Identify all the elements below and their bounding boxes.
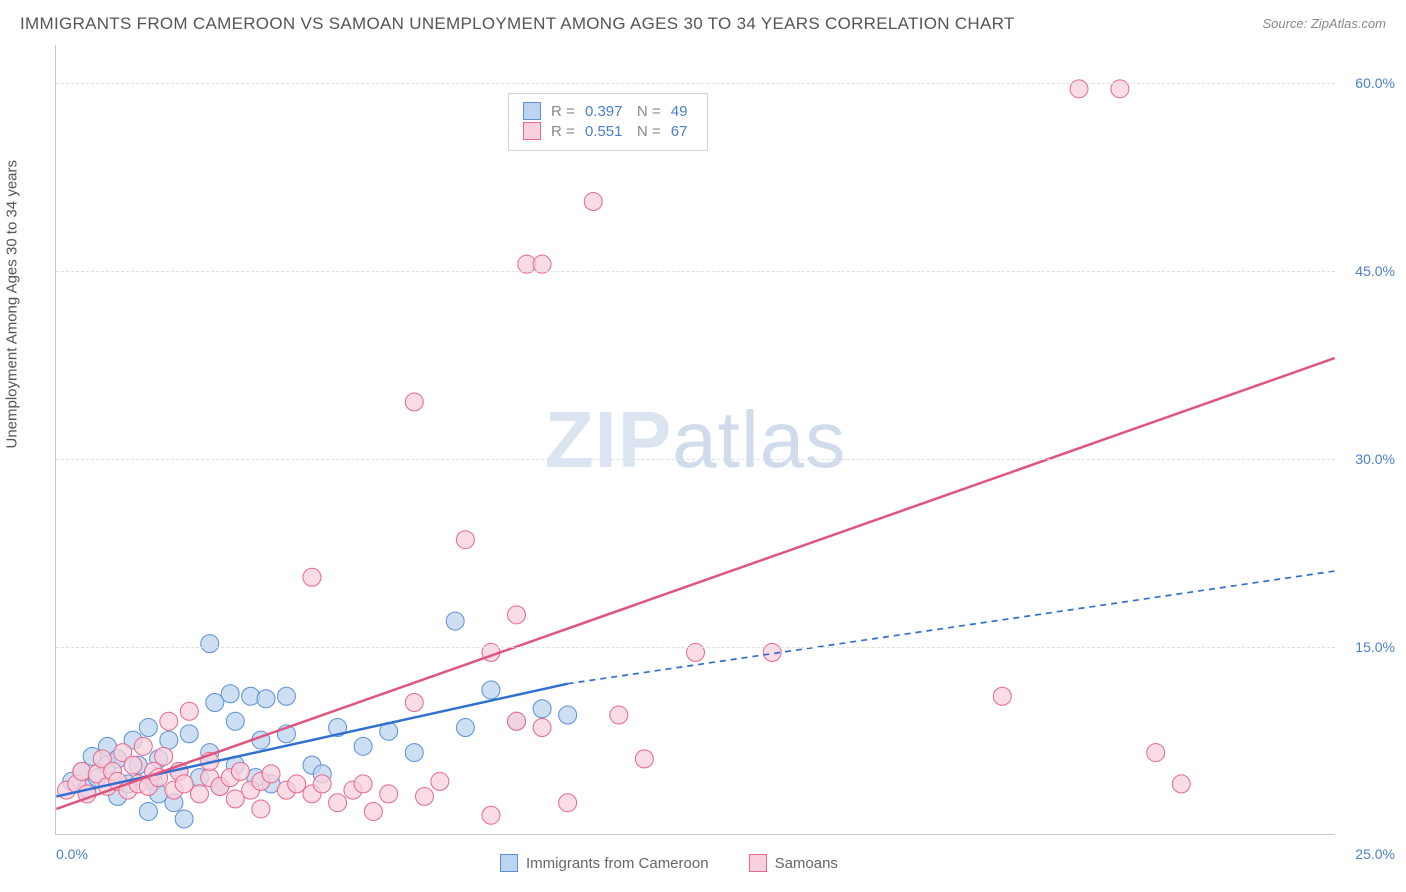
data-point [559, 794, 577, 812]
data-point [201, 635, 219, 653]
data-point [993, 687, 1011, 705]
x-tick-label: 25.0% [1355, 846, 1395, 862]
data-point [415, 787, 433, 805]
data-point [124, 756, 142, 774]
y-tick-label: 15.0% [1355, 639, 1395, 655]
data-point [180, 702, 198, 720]
legend-label-1: Samoans [775, 855, 838, 872]
series-legend: Immigrants from Cameroon Samoans [500, 854, 868, 872]
data-point [139, 802, 157, 820]
data-point [431, 772, 449, 790]
data-point [180, 725, 198, 743]
data-point [533, 700, 551, 718]
data-point [354, 737, 372, 755]
data-point [231, 762, 249, 780]
data-point [191, 785, 209, 803]
data-point [303, 568, 321, 586]
data-point [456, 531, 474, 549]
data-point [252, 800, 270, 818]
gridline [56, 271, 1335, 272]
data-point [221, 685, 239, 703]
data-point [175, 810, 193, 828]
data-point [277, 687, 295, 705]
data-point [262, 765, 280, 783]
data-point [482, 806, 500, 824]
data-point [635, 750, 653, 768]
data-point [405, 744, 423, 762]
data-point [584, 193, 602, 211]
n-value-1: 67 [665, 123, 694, 140]
legend-swatch-bottom-0 [500, 854, 518, 872]
y-tick-label: 45.0% [1355, 263, 1395, 279]
correlation-legend: R = 0.397 N = 49 R = 0.551 N = 67 [508, 93, 708, 151]
legend-row-series-0: R = 0.397 N = 49 [523, 102, 693, 120]
data-point [508, 712, 526, 730]
trend-line [56, 358, 1334, 809]
data-point [288, 775, 306, 793]
data-point [405, 393, 423, 411]
data-point [155, 747, 173, 765]
data-point [160, 712, 178, 730]
data-point [533, 719, 551, 737]
data-point [354, 775, 372, 793]
data-point [313, 775, 331, 793]
legend-swatch-1 [523, 122, 541, 140]
data-point [380, 785, 398, 803]
n-value-0: 49 [665, 103, 694, 120]
r-value-1: 0.551 [579, 123, 629, 140]
data-point [508, 606, 526, 624]
data-point [446, 612, 464, 630]
y-axis-label: Unemployment Among Ages 30 to 34 years [4, 160, 21, 449]
data-point [226, 712, 244, 730]
data-point [610, 706, 628, 724]
legend-label-0: Immigrants from Cameroon [526, 855, 709, 872]
r-value-0: 0.397 [579, 103, 629, 120]
y-tick-label: 60.0% [1355, 75, 1395, 91]
legend-item-1: Samoans [749, 854, 838, 872]
data-point [175, 775, 193, 793]
data-point [559, 706, 577, 724]
data-point [257, 690, 275, 708]
legend-item-0: Immigrants from Cameroon [500, 854, 709, 872]
plot-area: ZIPatlas R = 0.397 N = 49 R = 0.551 N = … [55, 45, 1335, 835]
gridline [56, 83, 1335, 84]
data-point [329, 794, 347, 812]
gridline [56, 647, 1335, 648]
data-point [405, 694, 423, 712]
data-point [482, 681, 500, 699]
chart-svg [56, 45, 1335, 834]
legend-swatch-0 [523, 102, 541, 120]
x-tick-label: 0.0% [56, 846, 88, 862]
data-point [456, 719, 474, 737]
legend-row-series-1: R = 0.551 N = 67 [523, 122, 693, 140]
y-tick-label: 30.0% [1355, 451, 1395, 467]
data-point [160, 731, 178, 749]
legend-swatch-bottom-1 [749, 854, 767, 872]
source-label: Source: ZipAtlas.com [1262, 16, 1386, 31]
gridline [56, 459, 1335, 460]
chart-title: IMMIGRANTS FROM CAMEROON VS SAMOAN UNEMP… [20, 14, 1015, 34]
data-point [134, 737, 152, 755]
data-point [1172, 775, 1190, 793]
data-point [1147, 744, 1165, 762]
data-point [139, 719, 157, 737]
data-point [364, 802, 382, 820]
